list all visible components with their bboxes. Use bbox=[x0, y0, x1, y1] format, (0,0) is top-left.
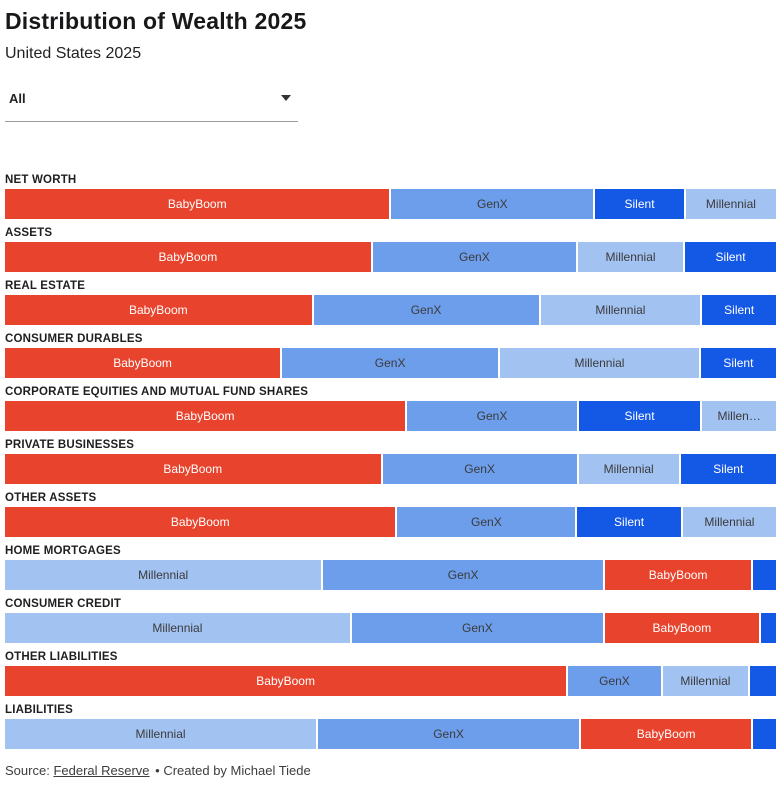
stacked-bar: BabyBoom GenX Millennial Silent bbox=[5, 295, 776, 325]
bar-segment-genx[interactable]: GenX bbox=[313, 295, 539, 325]
bar-segment-silent[interactable]: Silent bbox=[685, 242, 776, 272]
bar-segment-silent[interactable]: Silent bbox=[595, 189, 684, 219]
chart-title: Distribution of Wealth 2025 bbox=[5, 8, 307, 34]
category-label: ASSETS bbox=[5, 227, 53, 239]
stacked-bar: BabyBoom GenX Millennial Silent bbox=[5, 242, 776, 272]
source-link[interactable]: Federal Reserve bbox=[53, 763, 150, 778]
stacked-bar: BabyBoom GenX Millennial Silent bbox=[5, 348, 776, 378]
bar-segment-babyboom[interactable]: BabyBoom bbox=[5, 242, 371, 272]
bar-segment-babyboom[interactable]: BabyBoom bbox=[5, 189, 390, 219]
bar-segment-silent[interactable] bbox=[750, 666, 776, 696]
bar-segment-genx[interactable]: GenX bbox=[391, 189, 594, 219]
bar-segment-millennial[interactable]: Millen… bbox=[702, 401, 776, 431]
bar-segment-babyboom[interactable]: BabyBoom bbox=[604, 613, 759, 643]
bar-segment-babyboom[interactable]: BabyBoom bbox=[5, 507, 396, 537]
bar-segment-babyboom[interactable]: BabyBoom bbox=[5, 454, 381, 484]
filter-dropdown[interactable]: All bbox=[5, 87, 298, 122]
bar-segment-babyboom[interactable]: BabyBoom bbox=[5, 295, 312, 325]
bar-segment-millennial[interactable]: Millennial bbox=[682, 507, 776, 537]
bar-segment-genx[interactable]: GenX bbox=[407, 401, 577, 431]
stacked-bar: BabyBoom GenX Silent Millennial bbox=[5, 189, 776, 219]
bar-segment-silent[interactable]: Silent bbox=[680, 454, 776, 484]
bar-segment-silent[interactable]: Silent bbox=[702, 295, 776, 325]
chevron-down-icon bbox=[281, 95, 291, 101]
bar-segment-silent[interactable]: Silent bbox=[578, 401, 701, 431]
bar-segment-babyboom[interactable]: BabyBoom bbox=[581, 719, 752, 749]
chart-row: NET WORTH BabyBoom GenX Silent Millennial bbox=[5, 174, 776, 219]
chart-row: HOME MORTGAGES Millennial GenX BabyBoom bbox=[5, 545, 776, 590]
chart-row: CONSUMER CREDIT Millennial GenX BabyBoom bbox=[5, 598, 776, 643]
stacked-bar: BabyBoom GenX Silent Millennial bbox=[5, 507, 776, 537]
bar-segment-genx[interactable]: GenX bbox=[318, 719, 579, 749]
stacked-bar: Millennial GenX BabyBoom bbox=[5, 719, 776, 749]
chart-row: PRIVATE BUSINESSES BabyBoom GenX Millennial… bbox=[5, 439, 776, 484]
bar-segment-millennial[interactable]: Millennial bbox=[662, 666, 749, 696]
bar-segment-millennial[interactable]: Millennial bbox=[5, 560, 322, 590]
filter-selected-value: All bbox=[9, 91, 26, 106]
stacked-bar: BabyBoom GenX Silent Millen… bbox=[5, 401, 776, 431]
bar-segment-millennial[interactable]: Millennial bbox=[685, 189, 776, 219]
bar-segment-genx[interactable]: GenX bbox=[323, 560, 603, 590]
category-label: OTHER ASSETS bbox=[5, 492, 97, 504]
bar-segment-millennial[interactable]: Millennial bbox=[540, 295, 701, 325]
bar-segment-genx[interactable]: GenX bbox=[382, 454, 577, 484]
stacked-bar: Millennial GenX BabyBoom bbox=[5, 613, 776, 643]
chart-row: CORPORATE EQUITIES AND MUTUAL FUND SHARE… bbox=[5, 386, 776, 431]
bar-segment-silent[interactable] bbox=[760, 613, 776, 643]
stacked-bar: BabyBoom GenX Millennial bbox=[5, 666, 776, 696]
bar-segment-babyboom[interactable]: BabyBoom bbox=[5, 666, 567, 696]
bar-segment-genx[interactable]: GenX bbox=[351, 613, 603, 643]
chart-rows: NET WORTH BabyBoom GenX Silent Millennial ASS… bbox=[5, 174, 776, 749]
category-label: CONSUMER DURABLES bbox=[5, 333, 143, 345]
stacked-bar: Millennial GenX BabyBoom bbox=[5, 560, 776, 590]
chart-row: REAL ESTATE BabyBoom GenX Millennial Silent bbox=[5, 280, 776, 325]
bar-segment-genx[interactable]: GenX bbox=[397, 507, 576, 537]
category-label: CORPORATE EQUITIES AND MUTUAL FUND SHARE… bbox=[5, 386, 309, 398]
category-label: NET WORTH bbox=[5, 174, 77, 186]
bar-segment-silent[interactable] bbox=[753, 560, 776, 590]
bar-segment-babyboom[interactable]: BabyBoom bbox=[604, 560, 752, 590]
bar-segment-silent[interactable]: Silent bbox=[700, 348, 776, 378]
category-label: REAL ESTATE bbox=[5, 280, 86, 292]
bar-segment-silent[interactable]: Silent bbox=[577, 507, 681, 537]
category-label: PRIVATE BUSINESSES bbox=[5, 439, 135, 451]
source-label: Source: bbox=[5, 763, 50, 778]
chart-row: CONSUMER DURABLES BabyBoom GenX Millennial S… bbox=[5, 333, 776, 378]
bar-segment-babyboom[interactable]: BabyBoom bbox=[5, 348, 281, 378]
bar-segment-babyboom[interactable]: BabyBoom bbox=[5, 401, 406, 431]
bar-segment-millennial[interactable]: Millennial bbox=[578, 454, 679, 484]
bar-segment-millennial[interactable]: Millennial bbox=[5, 613, 350, 643]
bar-segment-silent[interactable] bbox=[753, 719, 776, 749]
category-label: OTHER LIABILITIES bbox=[5, 651, 118, 663]
chart-row: ASSETS BabyBoom GenX Millennial Silent bbox=[5, 227, 776, 272]
category-label: HOME MORTGAGES bbox=[5, 545, 121, 557]
bar-segment-genx[interactable]: GenX bbox=[282, 348, 499, 378]
stacked-bar: BabyBoom GenX Millennial Silent bbox=[5, 454, 776, 484]
bar-segment-genx[interactable]: GenX bbox=[372, 242, 576, 272]
chart-row: LIABILITIES Millennial GenX BabyBoom bbox=[5, 704, 776, 749]
byline: • Created by Michael Tiede bbox=[155, 763, 311, 778]
category-label: LIABILITIES bbox=[5, 704, 74, 716]
chart-row: OTHER ASSETS BabyBoom GenX Silent Millennial bbox=[5, 492, 776, 537]
chart-footer: Source: Federal Reserve • Created by Mic… bbox=[5, 763, 776, 778]
chart-subtitle: United States 2025 bbox=[5, 45, 142, 62]
chart-row: OTHER LIABILITIES BabyBoom GenX Millennial bbox=[5, 651, 776, 696]
bar-segment-millennial[interactable]: Millennial bbox=[578, 242, 684, 272]
bar-segment-millennial[interactable]: Millennial bbox=[500, 348, 699, 378]
category-label: CONSUMER CREDIT bbox=[5, 598, 122, 610]
bar-segment-millennial[interactable]: Millennial bbox=[5, 719, 317, 749]
bar-segment-genx[interactable]: GenX bbox=[568, 666, 661, 696]
